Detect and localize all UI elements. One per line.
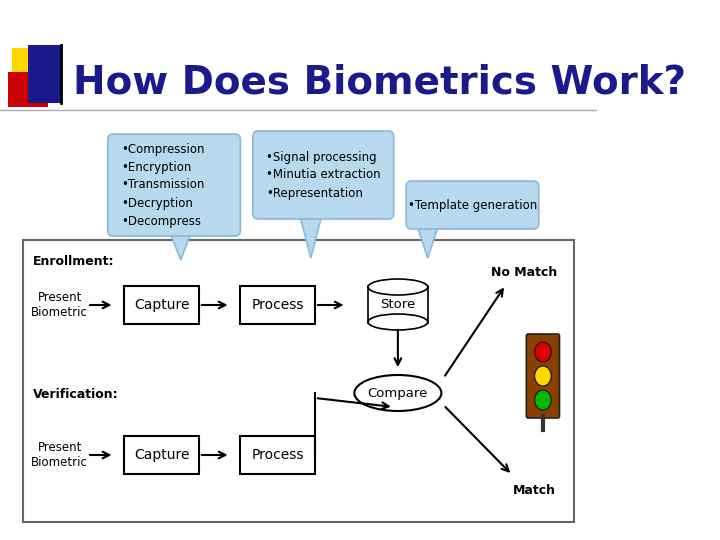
Text: Enrollment:: Enrollment:: [33, 255, 114, 268]
FancyBboxPatch shape: [9, 72, 48, 107]
Text: Store: Store: [380, 298, 415, 310]
Polygon shape: [416, 223, 439, 258]
Text: •Template generation: •Template generation: [408, 199, 537, 212]
FancyBboxPatch shape: [12, 48, 50, 93]
Ellipse shape: [535, 342, 552, 362]
Text: Capture: Capture: [134, 448, 189, 462]
Text: Compare: Compare: [368, 387, 428, 400]
FancyBboxPatch shape: [23, 240, 575, 522]
FancyBboxPatch shape: [108, 134, 240, 236]
Ellipse shape: [368, 314, 428, 330]
Text: Present
Biometric: Present Biometric: [31, 291, 88, 319]
Ellipse shape: [535, 390, 552, 410]
FancyBboxPatch shape: [240, 286, 315, 324]
Polygon shape: [169, 230, 192, 260]
Text: •Compression
•Encryption
•Transmission
•Decryption
•Decompress: •Compression •Encryption •Transmission •…: [121, 143, 204, 227]
Text: No Match: No Match: [491, 266, 557, 279]
FancyBboxPatch shape: [240, 436, 315, 474]
FancyBboxPatch shape: [368, 286, 428, 323]
FancyBboxPatch shape: [253, 131, 394, 219]
Text: Process: Process: [251, 448, 304, 462]
FancyBboxPatch shape: [125, 286, 199, 324]
FancyBboxPatch shape: [526, 334, 559, 418]
Text: Process: Process: [251, 298, 304, 312]
Text: Match: Match: [513, 483, 556, 496]
Text: Present
Biometric: Present Biometric: [31, 441, 88, 469]
FancyBboxPatch shape: [406, 181, 539, 229]
Text: Verification:: Verification:: [33, 388, 119, 401]
Text: •Signal processing
•Minutia extraction
•Representation: •Signal processing •Minutia extraction •…: [266, 151, 381, 199]
Ellipse shape: [354, 375, 441, 411]
Text: How Does Biometrics Work?: How Does Biometrics Work?: [73, 63, 686, 101]
Ellipse shape: [535, 366, 552, 386]
Text: Capture: Capture: [134, 298, 189, 312]
Polygon shape: [300, 213, 323, 258]
FancyBboxPatch shape: [125, 436, 199, 474]
FancyBboxPatch shape: [28, 45, 61, 103]
Ellipse shape: [368, 279, 428, 295]
